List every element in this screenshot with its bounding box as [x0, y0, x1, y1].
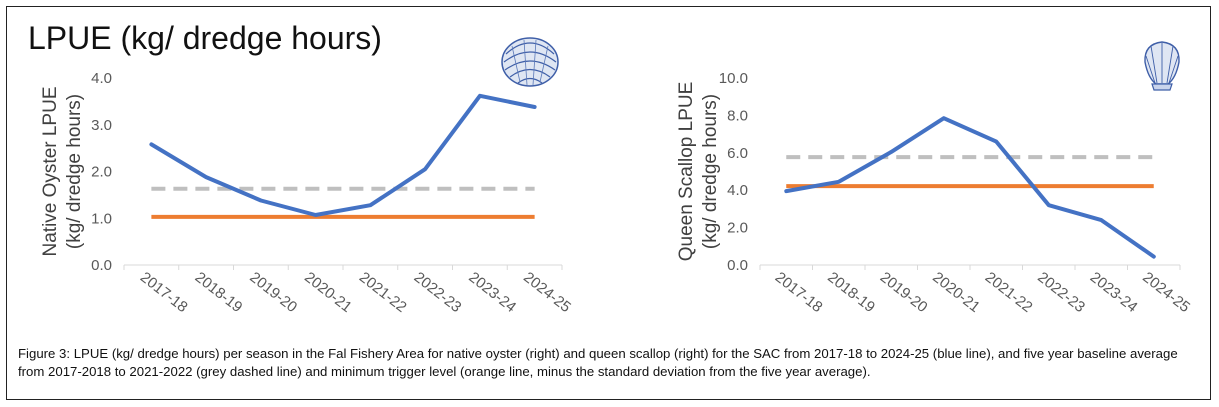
x-tick-label: 2021-22: [982, 269, 1036, 316]
y-tick-label: 2.0: [727, 220, 748, 237]
x-tick-label: 2023-24: [465, 269, 519, 316]
y-axis-label: Queen Scallop LPUE: [676, 82, 697, 262]
scallop-shell-icon: [1144, 41, 1180, 91]
y-axis-label-units: (kg/ dredge hours): [700, 94, 721, 249]
y-tick-label: 2.0: [91, 164, 112, 181]
y-tick-label: 1.0: [91, 210, 112, 227]
x-tick-label: 2017-18: [137, 269, 191, 316]
x-tick-label: 2018-19: [192, 269, 246, 316]
x-tick-label: 2024-25: [1139, 269, 1193, 316]
y-tick-label: 4.0: [727, 182, 748, 199]
x-tick-label: 2018-19: [824, 269, 878, 316]
y-tick-label: 4.0: [91, 70, 112, 87]
y-tick-label: 0.0: [727, 257, 748, 274]
y-tick-label: 8.0: [727, 107, 748, 124]
x-tick-label: 2020-21: [301, 269, 355, 316]
oyster-shell-icon: [501, 37, 559, 87]
chart-2: 0.0 2.0 4.0 6.0 8.0 10.0 2017-182018-192019-20…: [676, 70, 1193, 316]
lpue-series-line: [784, 116, 1156, 259]
chart-1: 0.0 1.0 2.0 3.0 4.0 2017-18 2018-19 2019-20 2020…: [40, 70, 574, 316]
x-tick-label: 2019-20: [246, 269, 300, 316]
x-tick-label: 2021-22: [356, 269, 410, 316]
x-tick-label: 2022-23: [411, 269, 465, 316]
lpue-series-line: [149, 93, 537, 217]
figure-caption: Figure 3: LPUE (kg/ dredge hours) per se…: [18, 346, 1178, 379]
y-tick-label: 10.0: [719, 70, 748, 87]
x-tick-label: 2017-18: [772, 269, 826, 316]
figure-frame: [6, 6, 1211, 400]
page-title: LPUE (kg/ dredge hours): [28, 20, 382, 56]
x-tick-label: 2024-25: [520, 269, 574, 316]
y-axis-label: Native Oyster LPUE: [40, 87, 61, 257]
x-tick-label: 2022-23: [1034, 269, 1088, 316]
y-tick-label: 6.0: [727, 145, 748, 162]
x-tick-label: 2020-21: [929, 269, 983, 316]
y-tick-label: 0.0: [91, 257, 112, 274]
y-tick-label: 3.0: [91, 117, 112, 134]
x-tick-label: 2023-24: [1087, 269, 1141, 316]
x-tick-label: 2019-20: [877, 269, 931, 316]
y-axis-label-units: (kg/ dredge hours): [64, 94, 85, 249]
